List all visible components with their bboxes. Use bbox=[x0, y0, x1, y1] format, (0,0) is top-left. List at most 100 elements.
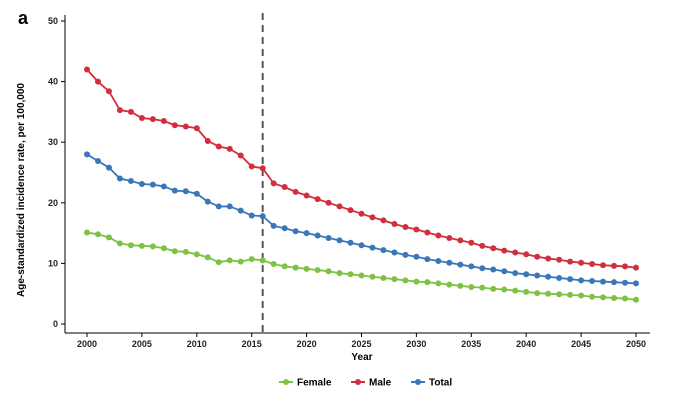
data-point-male bbox=[116, 107, 123, 114]
data-point-female bbox=[193, 251, 200, 258]
data-point-male bbox=[325, 199, 332, 206]
data-point-male bbox=[567, 258, 574, 265]
data-point-female bbox=[314, 267, 321, 274]
data-point-total bbox=[336, 237, 343, 244]
x-tick-label: 2015 bbox=[242, 339, 262, 349]
data-point-female bbox=[303, 265, 310, 272]
data-point-male bbox=[94, 78, 101, 85]
y-axis-title: Age-standardized incidence rate, per 100… bbox=[16, 83, 27, 297]
y-tick-label: 40 bbox=[48, 77, 58, 87]
legend-label-female: Female bbox=[297, 378, 332, 389]
x-tick-label: 2045 bbox=[571, 339, 591, 349]
data-point-male bbox=[303, 192, 310, 199]
data-point-female bbox=[116, 240, 123, 247]
data-point-total bbox=[160, 183, 167, 190]
data-point-female bbox=[611, 294, 618, 301]
data-point-total bbox=[512, 270, 519, 277]
data-point-male bbox=[512, 249, 519, 256]
data-point-female bbox=[127, 242, 134, 249]
data-point-male bbox=[589, 261, 596, 268]
y-tick-label: 30 bbox=[48, 137, 58, 147]
data-point-male bbox=[215, 143, 222, 150]
data-point-male bbox=[545, 255, 552, 262]
data-point-male bbox=[633, 264, 639, 271]
legend: Female Male Total bbox=[279, 378, 452, 389]
data-point-female bbox=[259, 257, 266, 264]
data-point-female bbox=[545, 290, 552, 297]
data-point-total bbox=[149, 181, 156, 188]
data-point-total bbox=[182, 188, 189, 195]
x-tick-label: 2030 bbox=[406, 339, 426, 349]
data-point-male bbox=[314, 196, 321, 203]
data-point-male bbox=[358, 210, 365, 217]
x-axis: 2000 2005 2010 2015 2020 2025 2030 2035 2040 2045… bbox=[65, 332, 650, 349]
y-tick-label: 0 bbox=[53, 319, 58, 329]
data-point-total bbox=[226, 203, 233, 210]
data-point-female bbox=[149, 243, 156, 250]
data-point-total bbox=[84, 151, 90, 158]
data-point-total bbox=[556, 274, 563, 281]
legend-swatch-dot bbox=[355, 379, 361, 385]
data-point-total bbox=[204, 198, 211, 205]
x-tick-label: 2005 bbox=[132, 339, 152, 349]
x-axis-title: Year bbox=[351, 352, 372, 363]
data-point-male bbox=[138, 114, 145, 121]
data-point-male bbox=[369, 214, 376, 221]
data-point-female bbox=[270, 261, 277, 268]
x-tick-label: 2000 bbox=[77, 339, 97, 349]
data-point-female bbox=[468, 284, 475, 291]
data-point-total bbox=[479, 265, 486, 272]
data-point-male bbox=[237, 152, 244, 159]
data-point-total bbox=[490, 266, 497, 273]
data-point-female bbox=[446, 281, 453, 288]
legend-item-female: Female bbox=[279, 378, 332, 389]
data-point-female bbox=[402, 277, 409, 284]
data-point-female bbox=[457, 282, 464, 289]
data-point-male bbox=[259, 165, 266, 172]
data-point-female bbox=[84, 229, 90, 236]
data-point-total bbox=[545, 273, 552, 280]
data-point-total bbox=[380, 247, 387, 254]
legend-label-male: Male bbox=[369, 378, 392, 389]
data-point-total bbox=[127, 177, 134, 184]
legend-label-total: Total bbox=[429, 378, 452, 389]
data-point-female bbox=[237, 258, 244, 265]
data-point-female bbox=[94, 231, 101, 238]
data-point-female bbox=[336, 270, 343, 277]
y-tick-label: 50 bbox=[48, 16, 58, 26]
data-point-male bbox=[391, 221, 398, 228]
data-point-female bbox=[171, 248, 178, 255]
data-point-female bbox=[501, 286, 508, 293]
data-point-male bbox=[611, 262, 618, 269]
data-point-male bbox=[468, 239, 475, 246]
data-point-male bbox=[402, 224, 409, 231]
data-point-female bbox=[325, 268, 332, 275]
data-point-female bbox=[281, 263, 288, 270]
series-layer bbox=[84, 66, 639, 303]
data-point-total bbox=[446, 259, 453, 266]
data-point-male bbox=[490, 245, 497, 252]
data-point-female bbox=[369, 273, 376, 280]
data-point-male bbox=[182, 123, 189, 130]
data-point-male bbox=[160, 117, 167, 124]
data-point-total bbox=[578, 277, 585, 284]
data-point-female bbox=[479, 284, 486, 291]
data-point-total bbox=[259, 213, 266, 220]
data-point-male bbox=[204, 137, 211, 144]
data-point-female bbox=[578, 292, 585, 299]
data-point-total bbox=[248, 212, 255, 219]
data-point-male bbox=[600, 262, 607, 269]
series-total bbox=[84, 151, 639, 287]
data-point-total bbox=[622, 279, 629, 286]
data-point-female bbox=[490, 285, 497, 292]
data-point-female bbox=[589, 293, 596, 300]
data-point-male bbox=[435, 232, 442, 239]
data-point-male bbox=[292, 188, 299, 195]
data-point-male bbox=[457, 237, 464, 244]
data-point-male bbox=[149, 116, 156, 123]
data-point-male bbox=[622, 263, 629, 270]
x-tick-label: 2050 bbox=[626, 339, 646, 349]
panel-label: a bbox=[18, 8, 29, 28]
data-point-female bbox=[215, 259, 222, 266]
